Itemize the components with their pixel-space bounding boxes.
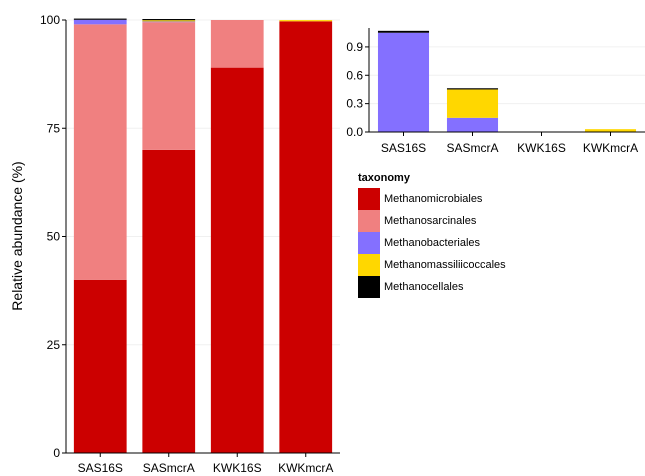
legend-label: Methanomicrobiales (384, 193, 483, 205)
legend-swatch-methanomicrobiales (358, 188, 380, 210)
inset-x-tick-label: SAS16S (381, 141, 426, 155)
main-chart: 0 25 50 75 100 SAS16S SASmcrA KWK16S KWKmcrA Re… (9, 13, 340, 475)
inset-x-ticks: SAS16S SASmcrA KWK16S KWKmcrA (381, 132, 638, 155)
main-bar-sasmcra-methanosarcinales (142, 22, 196, 150)
main-bar-sas16s-methanosarcinales (73, 24, 127, 280)
legend-label: Methanosarcinales (384, 215, 477, 227)
legend-label: Methanobacteriales (384, 237, 481, 249)
legend-item-methanomassiliicoccales: Methanomassiliicoccales (358, 254, 638, 276)
inset-y-tick-label: 0.3 (346, 97, 363, 111)
main-bar-kwkmcra-methanomicrobiales (279, 21, 333, 453)
inset-bar-kwkmcra-methanomassiliicoccales (584, 129, 637, 132)
legend-label: Methanomassiliicoccales (384, 259, 506, 271)
inset-y-tick-label: 0.6 (346, 68, 363, 82)
main-bar-kwkmcra-methanomassiliicoccales (279, 20, 333, 22)
main-bar-sasmcra-methanobacteriales (142, 20, 196, 23)
main-y-tick-label: 75 (47, 121, 61, 135)
inset-x-tick-label: KWK16S (517, 141, 566, 155)
legend-item-methanomicrobiales: Methanomicrobiales (358, 188, 638, 210)
inset-bar-sas16s-methanobacteriales (377, 32, 430, 132)
legend-item-methanobacteriales: Methanobacteriales (358, 232, 638, 254)
legend-item-methanosarcinales: Methanosarcinales (358, 210, 638, 232)
main-x-tick-label: KWKmcrA (278, 461, 333, 475)
main-x-tick-label: SASmcrA (143, 461, 195, 475)
main-bar-sas16s-methanomicrobiales (73, 279, 127, 453)
main-y-ticks: 0 25 50 75 100 (40, 13, 66, 460)
main-y-tick-label: 100 (40, 13, 60, 27)
main-bars (73, 18, 333, 453)
main-bar-kwk16s-methanosarcinales (210, 20, 264, 68)
main-x-ticks: SAS16S SASmcrA KWK16S KWKmcrA (78, 453, 333, 475)
legend-swatch-methanomassiliicoccales (358, 254, 380, 276)
main-bar-kwk16s-methanomicrobiales (210, 67, 264, 453)
main-bar-sasmcra-methanomicrobiales (142, 149, 196, 453)
legend-label: Methanocellales (384, 281, 464, 293)
main-y-axis-title: Relative abundance (%) (9, 161, 25, 310)
inset-y-ticks: 0.0 0.3 0.6 0.9 (346, 40, 369, 139)
main-y-tick-label: 25 (47, 338, 61, 352)
inset-bar-sasmcra-methanobacteriales (446, 117, 499, 132)
inset-bar-sasmcra-methanomassiliicoccales (446, 89, 499, 118)
main-x-tick-label: SAS16S (78, 461, 123, 475)
main-y-tick-label: 50 (47, 230, 61, 244)
legend-item-methanocellales: Methanocellales (358, 276, 638, 298)
legend-title: taxonomy (358, 172, 410, 184)
inset-y-tick-label: 0.0 (346, 125, 363, 139)
main-y-tick-label: 0 (53, 446, 60, 460)
legend-swatch-methanosarcinales (358, 210, 380, 232)
inset-x-tick-label: KWKmcrA (583, 141, 638, 155)
main-x-tick-label: KWK16S (213, 461, 262, 475)
main-bar-sasmcra-methanomassiliicoccales (142, 20, 196, 22)
main-bar-sasmcra-methanocellales (142, 19, 196, 21)
legend: taxonomy Methanomicrobiales Methanosarci… (358, 172, 638, 298)
inset-bar-sas16s-methanocellales (377, 30, 430, 33)
inset-x-tick-label: SASmcrA (446, 141, 498, 155)
legend-swatch-methanocellales (358, 276, 380, 298)
inset-chart: 0.0 0.3 0.6 0.9 SAS16S SASmcrA KWK16S KWKmcrA (346, 28, 645, 155)
inset-bars (377, 30, 637, 132)
inset-bar-sasmcra-methanocellales (446, 88, 499, 90)
inset-y-tick-label: 0.9 (346, 40, 363, 54)
main-bar-sas16s-methanocellales (73, 18, 127, 20)
legend-swatch-methanobacteriales (358, 232, 380, 254)
main-bar-sas16s-methanobacteriales (73, 19, 127, 25)
